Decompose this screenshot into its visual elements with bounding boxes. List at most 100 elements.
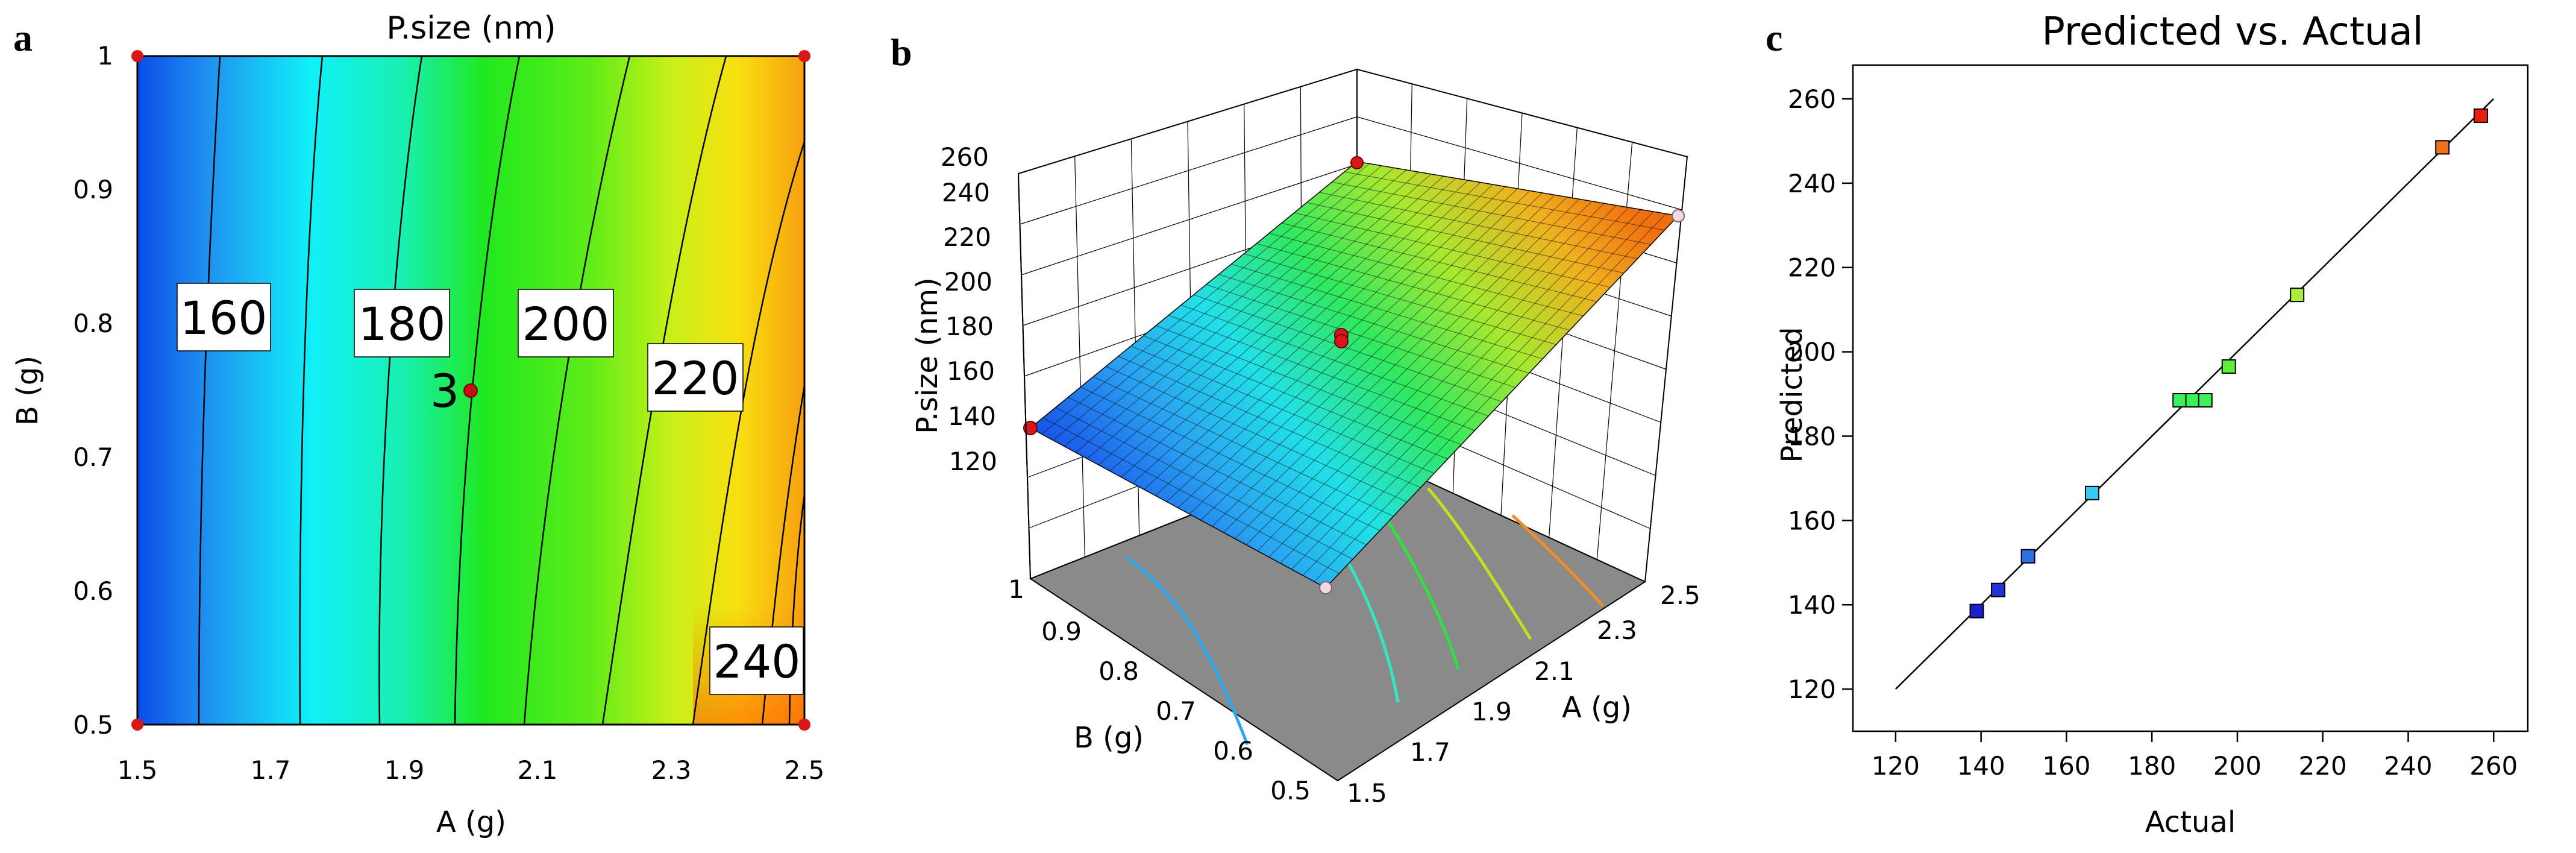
scatter-point (2221, 359, 2236, 374)
scatter-point (2185, 392, 2200, 408)
surface-mesh-line (1319, 192, 1638, 259)
contour-label-160: 160 (177, 283, 271, 351)
b-axis-ticks: 1 0.9 0.8 0.7 0.6 0.5 (1008, 574, 1311, 805)
surface-mesh-line (1223, 197, 1567, 533)
contour-line-230 (692, 141, 806, 725)
surface-mesh-line (1344, 171, 1665, 231)
contour-label-220: 220 (647, 343, 744, 412)
design-point (798, 50, 810, 62)
surface-point (1319, 581, 1332, 594)
scatter-point (2474, 108, 2489, 123)
scatter-point (2020, 549, 2035, 564)
surface-z-label: P.size (nm) (910, 277, 944, 434)
design-point (131, 719, 143, 731)
a-tick: 2.5 (1660, 581, 1700, 610)
contour-plot: 160 180 200 220 240 3 P.size (nm) A (g) … (11, 10, 824, 839)
scatter-title: Predicted vs. Actual (2042, 10, 2423, 54)
surface-mesh-line (1189, 190, 1531, 515)
surface-mesh-line (1193, 294, 1502, 402)
contour-label-200: 200 (518, 289, 614, 357)
surface-plot: 120 140 160 180 200 220 240 260 P.size (… (910, 68, 1700, 808)
y-tick: 0.8 (73, 309, 113, 338)
scatter-y-ticks: 120 140 160 180 200 220 240 260 (1788, 84, 1853, 704)
x-tick: 1.9 (384, 755, 425, 785)
surface-mesh-line (1302, 211, 1654, 576)
a-axis-ticks: 1.5 1.7 1.9 2.1 2.3 2.5 (1347, 581, 1700, 808)
y-tick: 220 (1788, 253, 1836, 283)
b-tick: 0.6 (1213, 736, 1253, 766)
z-tick: 160 (947, 356, 995, 386)
y-tick: 1 (97, 41, 113, 71)
b-tick: 0.7 (1156, 696, 1196, 726)
z-ticks: 120 140 160 180 200 220 240 260 (941, 142, 997, 476)
svg-text:200: 200 (522, 297, 609, 351)
design-point (131, 50, 143, 62)
contour-y-ticks: 0.5 0.6 0.7 0.8 0.9 1 (73, 41, 113, 740)
surface-b-label: B (g) (1074, 721, 1144, 755)
surface-point (1023, 421, 1038, 435)
scatter-plot: Predicted vs. Actual 120 140 160 180 200 220 2… (1775, 10, 2529, 839)
y-tick: 0.7 (73, 442, 113, 472)
contour-line-160 (299, 55, 324, 725)
x-tick: 220 (2299, 751, 2347, 781)
contour-line-180 (378, 55, 423, 725)
a-tick: 1.9 (1471, 697, 1512, 726)
center-point (463, 383, 478, 398)
contour-x-ticks: 1.5 1.7 1.9 2.1 2.3 2.5 (118, 755, 825, 785)
contour-line-250 (788, 494, 806, 725)
contour-y-label: B (g) (11, 356, 45, 426)
surface-point (1334, 334, 1349, 348)
floor-contour (1427, 487, 1532, 640)
scatter-point (2172, 392, 2187, 408)
y-tick: 120 (1788, 675, 1836, 704)
y-tick: 240 (1788, 169, 1836, 198)
surface-mesh-line (1218, 274, 1529, 374)
scatter-point (2290, 288, 2305, 303)
surface-mesh-line (1257, 203, 1605, 552)
svg-text:160: 160 (180, 291, 267, 345)
x-tick: 1.7 (251, 755, 291, 785)
scatter-y-label: Predicted (1775, 327, 1809, 462)
svg-text:240: 240 (713, 635, 800, 688)
surface-mesh-line (1281, 222, 1597, 302)
surface-mesh-line (1212, 195, 1555, 527)
surface-mesh-line (1306, 202, 1625, 274)
z-tick: 240 (942, 178, 990, 207)
z-tick: 120 (949, 447, 997, 476)
panel-label-a: a (13, 16, 33, 59)
contour-label-180: 180 (354, 289, 450, 357)
y-tick: 0.6 (73, 576, 113, 606)
wall-grid-line (1074, 156, 1085, 558)
a-tick: 2.3 (1597, 615, 1637, 645)
scatter-points (1969, 108, 2489, 619)
surface-mesh-line (1200, 192, 1543, 521)
surface-mesh-line (1231, 263, 1543, 359)
floor-contour (1511, 514, 1604, 607)
z-tick: 220 (943, 222, 991, 252)
y-tick: 0.5 (73, 710, 113, 740)
x-tick: 200 (2213, 751, 2261, 781)
x-tick: 120 (1872, 751, 1920, 781)
b-tick: 0.9 (1041, 617, 1082, 646)
surface-mesh-line (1280, 207, 1629, 564)
z-axis (1018, 173, 1031, 579)
surface-mesh-line (1268, 233, 1584, 316)
surface-mesh-line (1294, 212, 1611, 288)
surface-mesh-line (1206, 284, 1516, 388)
scatter-point (1991, 582, 2006, 597)
a-tick: 1.7 (1410, 737, 1450, 767)
scatter-point (1969, 603, 1984, 619)
surface-mesh-line (1234, 198, 1580, 539)
x-tick: 180 (2128, 751, 2176, 781)
z-tick: 140 (948, 401, 996, 431)
x-tick: 1.5 (118, 755, 158, 785)
scatter-x-ticks: 120 140 160 180 200 220 240 260 (1872, 731, 2518, 781)
svg-text:220: 220 (651, 351, 739, 405)
surface-point (1350, 156, 1364, 169)
a-tick: 1.5 (1347, 778, 1387, 808)
scatter-point (2084, 485, 2099, 500)
y-tick: 160 (1788, 506, 1836, 535)
svg-text:180: 180 (358, 297, 445, 351)
surface-mesh-line (1244, 253, 1556, 345)
contour-line-200 (454, 55, 521, 725)
